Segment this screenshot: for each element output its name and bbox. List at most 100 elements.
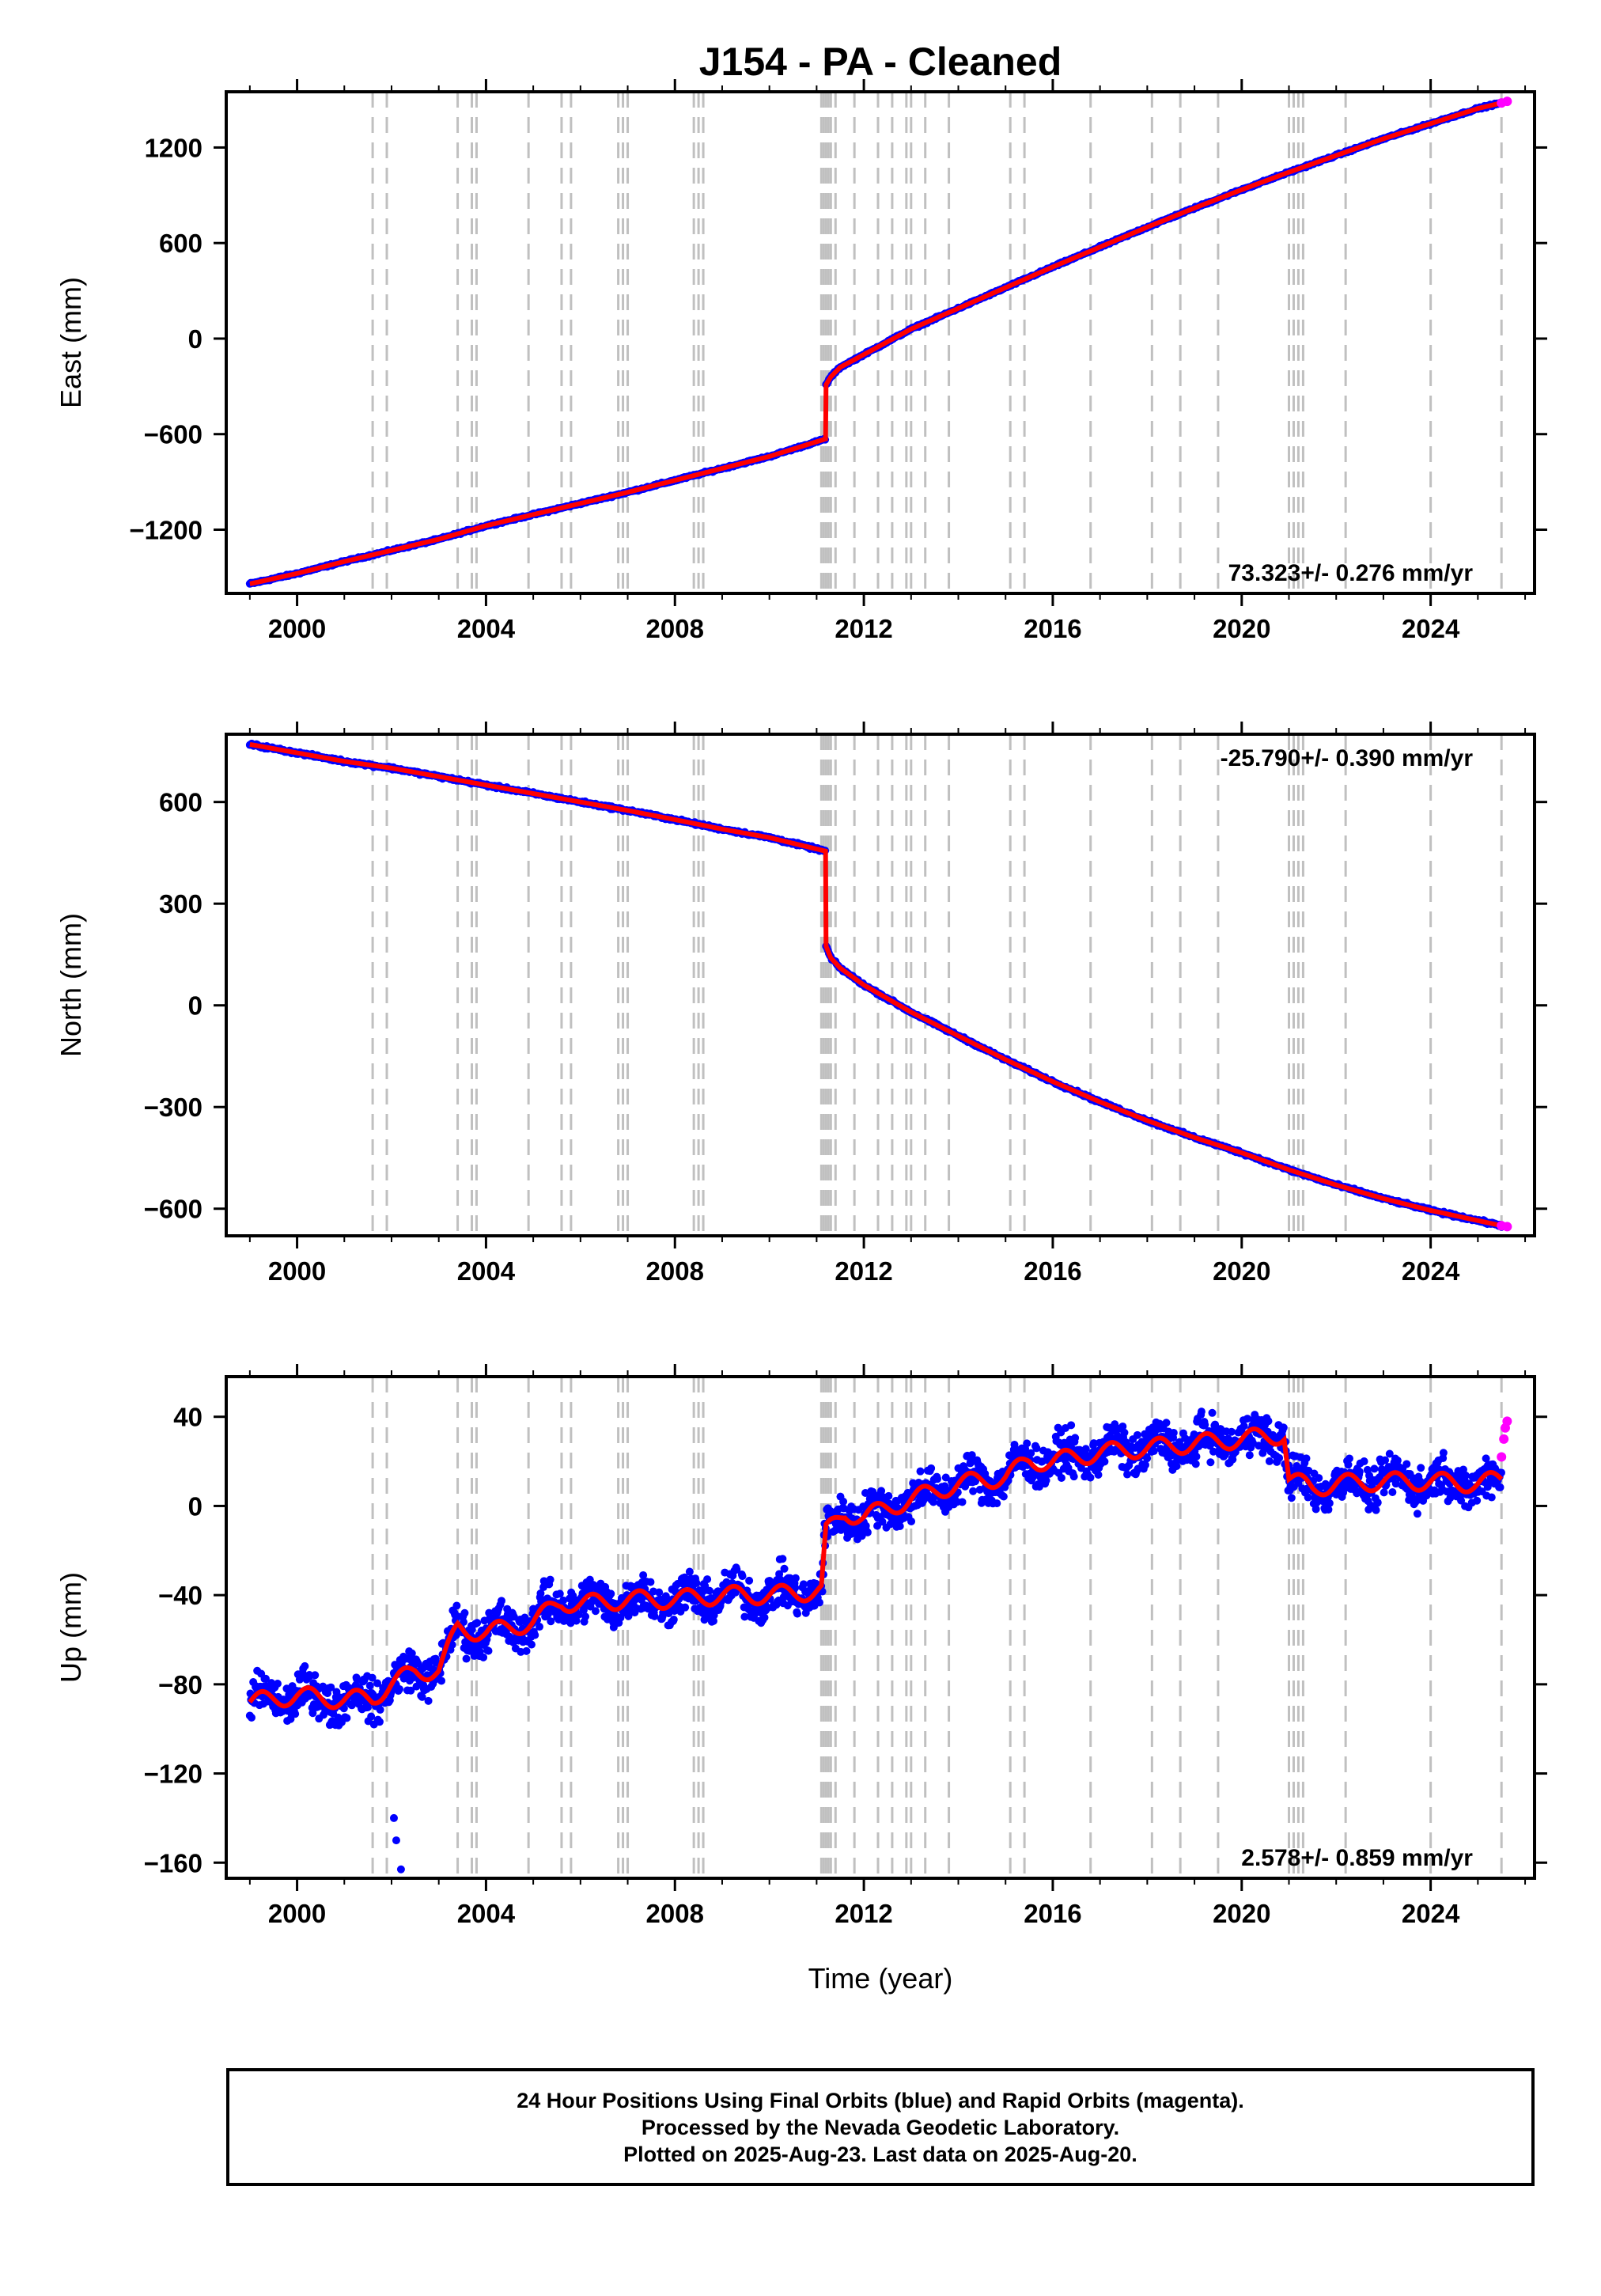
data-point xyxy=(793,1609,802,1618)
data-point xyxy=(791,1574,800,1582)
x-tick-label: 2008 xyxy=(646,614,704,643)
final-orbit-points xyxy=(245,1408,1505,1874)
data-point xyxy=(745,1576,754,1585)
plot-area xyxy=(245,92,1512,593)
data-point xyxy=(301,1661,309,1670)
y-axis-label: North (mm) xyxy=(55,913,87,1057)
data-point xyxy=(1287,1494,1296,1502)
data-point xyxy=(1057,1473,1065,1482)
data-point xyxy=(933,1475,942,1483)
data-point xyxy=(479,1653,488,1661)
plot-area xyxy=(245,1377,1512,1878)
data-point xyxy=(1120,1428,1129,1437)
panel-east: 2000 2004 2008 2012 2016 2020 202412006000−600… xyxy=(55,79,1547,643)
data-point xyxy=(1042,1476,1050,1485)
data-point xyxy=(497,1597,505,1605)
panel-frame xyxy=(225,90,1536,595)
data-point xyxy=(248,1713,256,1722)
data-point xyxy=(907,1517,916,1525)
data-point xyxy=(1372,1506,1380,1514)
x-tick-label: 2012 xyxy=(835,1256,892,1286)
velocity-label: -25.790+/- 0.390 mm/yr xyxy=(1221,745,1474,771)
data-point xyxy=(1302,1454,1311,1463)
x-tick-label: 2020 xyxy=(1213,1256,1270,1286)
data-point xyxy=(437,1677,446,1685)
x-tick-label: 2020 xyxy=(1213,614,1270,643)
y-axis-label: East (mm) xyxy=(55,277,87,408)
data-point xyxy=(685,1567,694,1576)
data-point xyxy=(705,1586,713,1595)
x-tick-label: 2016 xyxy=(1024,1256,1081,1286)
y-tick-label: 600 xyxy=(159,788,202,817)
data-point xyxy=(760,1613,769,1622)
y-tick-label: 0 xyxy=(188,991,202,1021)
data-point xyxy=(863,1528,872,1536)
plot-area xyxy=(245,734,1512,1236)
data-point xyxy=(581,1612,590,1621)
data-point xyxy=(375,1718,384,1726)
data-point xyxy=(536,1623,544,1631)
data-point xyxy=(1069,1472,1078,1481)
data-point xyxy=(343,1714,351,1722)
data-point xyxy=(969,1487,978,1495)
data-point xyxy=(1149,1447,1158,1456)
data-point xyxy=(1032,1444,1041,1453)
x-tick-label: 2004 xyxy=(457,1256,516,1286)
data-point xyxy=(1133,1430,1141,1439)
y-tick-label: −300 xyxy=(144,1093,202,1122)
y-tick-label: −600 xyxy=(144,1195,202,1224)
y-tick-label: −600 xyxy=(144,420,202,449)
data-point xyxy=(367,1712,376,1721)
data-point xyxy=(1360,1457,1368,1466)
data-point xyxy=(522,1646,531,1655)
data-point xyxy=(1265,1457,1274,1465)
x-tick-label: 2012 xyxy=(835,614,892,643)
data-point xyxy=(993,1499,1001,1508)
data-point xyxy=(1162,1419,1171,1427)
data-point xyxy=(650,1612,659,1620)
data-point xyxy=(1197,1408,1205,1416)
data-point xyxy=(452,1601,461,1610)
data-point xyxy=(591,1607,600,1616)
data-point xyxy=(655,1588,664,1597)
data-point xyxy=(877,1487,886,1495)
data-point xyxy=(1192,1452,1201,1461)
data-point xyxy=(365,1681,374,1690)
data-point xyxy=(376,1706,384,1714)
data-point xyxy=(1208,1408,1217,1417)
data-point xyxy=(669,1616,678,1624)
data-point xyxy=(1355,1468,1364,1476)
data-point xyxy=(1071,1434,1080,1442)
x-tick-label: 2024 xyxy=(1402,1256,1460,1286)
data-point xyxy=(927,1464,936,1472)
data-point xyxy=(1143,1454,1152,1463)
velocity-label: 73.323+/- 0.276 mm/yr xyxy=(1228,560,1474,586)
data-point xyxy=(738,1572,747,1581)
data-point xyxy=(527,1640,536,1649)
final-orbit-points xyxy=(245,739,1506,1231)
data-point xyxy=(1315,1474,1323,1483)
data-point xyxy=(484,1646,493,1655)
data-point xyxy=(1123,1470,1132,1479)
data-point xyxy=(396,1684,404,1693)
data-point xyxy=(473,1619,482,1627)
model-line xyxy=(249,100,1502,586)
chart-title: J154 - PA - Cleaned xyxy=(699,40,1062,84)
y-tick-label: 300 xyxy=(159,889,202,919)
y-tick-label: 600 xyxy=(159,229,202,258)
data-point xyxy=(958,1498,967,1506)
data-point xyxy=(916,1467,925,1476)
data-point xyxy=(1325,1498,1334,1507)
data-point xyxy=(1264,1417,1273,1426)
data-point xyxy=(1067,1421,1076,1430)
data-point xyxy=(799,1580,808,1589)
data-point xyxy=(607,1589,615,1598)
x-tick-label: 2000 xyxy=(268,614,326,643)
data-point xyxy=(646,1578,655,1586)
y-tick-label: −1200 xyxy=(129,515,202,544)
data-point xyxy=(1094,1471,1103,1480)
panels: 2000 2004 2008 2012 2016 2020 202412006000−600… xyxy=(55,79,1547,1928)
data-point xyxy=(1081,1445,1090,1453)
data-point xyxy=(1381,1456,1390,1464)
